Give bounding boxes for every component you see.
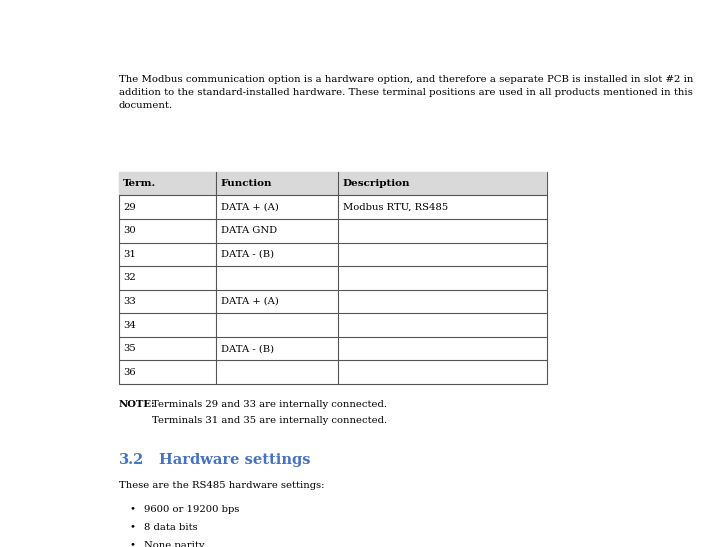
Text: These are the RS485 hardware settings:: These are the RS485 hardware settings: [118, 481, 325, 490]
Text: DATA - (B): DATA - (B) [220, 250, 274, 259]
Text: 9600 or 19200 bps: 9600 or 19200 bps [144, 504, 240, 514]
Text: Terminals 29 and 33 are internally connected.: Terminals 29 and 33 are internally conne… [152, 400, 387, 409]
Text: Modbus RTU, RS485: Modbus RTU, RS485 [343, 202, 448, 212]
Text: 3.2: 3.2 [118, 453, 144, 467]
Text: 34: 34 [123, 321, 136, 330]
Text: None parity: None parity [144, 541, 205, 547]
Text: Terminals 31 and 35 are internally connected.: Terminals 31 and 35 are internally conne… [152, 416, 387, 424]
Text: •: • [130, 541, 136, 547]
Text: 35: 35 [123, 344, 136, 353]
Text: The Modbus communication option is a hardware option, and therefore a separate P: The Modbus communication option is a har… [118, 75, 693, 109]
Text: NOTE:: NOTE: [118, 400, 155, 409]
Text: DATA + (A): DATA + (A) [220, 297, 279, 306]
Text: Description: Description [343, 179, 411, 188]
Text: •: • [130, 504, 136, 514]
Text: 32: 32 [123, 274, 136, 282]
Text: 29: 29 [123, 202, 136, 212]
Text: 36: 36 [123, 368, 136, 377]
Text: •: • [130, 522, 136, 532]
Text: 8 data bits: 8 data bits [144, 522, 198, 532]
Text: 30: 30 [123, 226, 136, 235]
Text: Hardware settings: Hardware settings [159, 453, 311, 467]
Text: DATA GND: DATA GND [220, 226, 276, 235]
Bar [118, 172, 547, 384]
Text: Term.: Term. [123, 179, 157, 188]
Text: DATA + (A): DATA + (A) [220, 202, 279, 212]
Text: 33: 33 [123, 297, 136, 306]
Bar [118, 172, 547, 195]
Text: DATA - (B): DATA - (B) [220, 344, 274, 353]
Text: Function: Function [220, 179, 272, 188]
Text: 31: 31 [123, 250, 136, 259]
